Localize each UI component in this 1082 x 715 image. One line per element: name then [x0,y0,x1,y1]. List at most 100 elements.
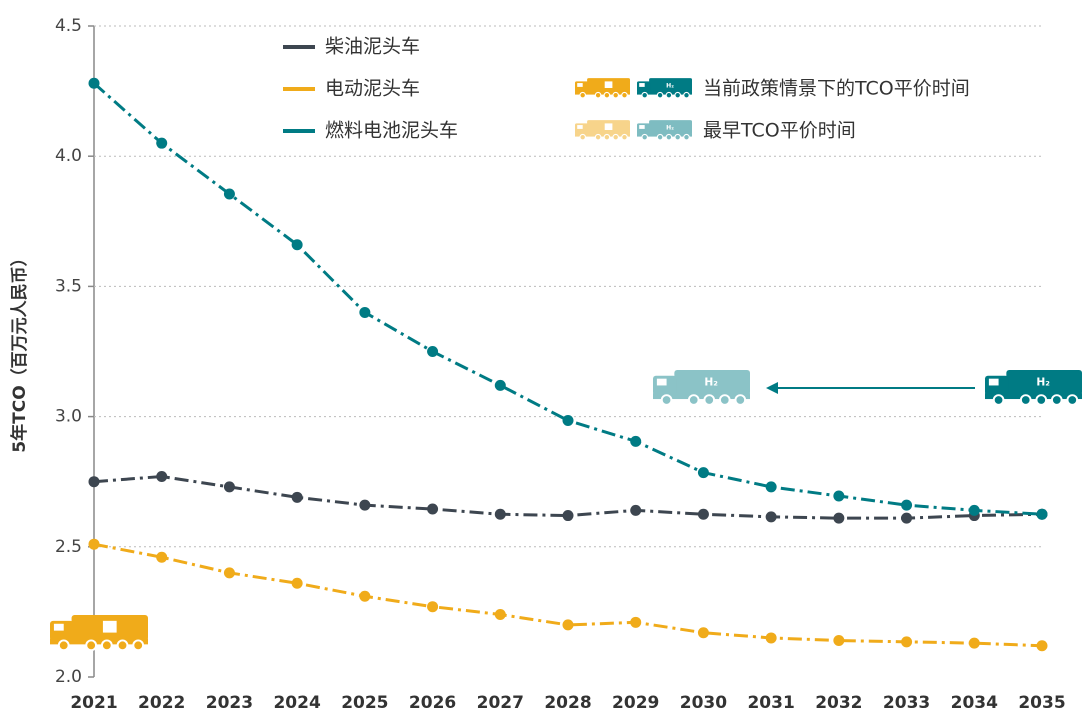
data-point [765,632,777,644]
legend-label: 燃料电池泥头车 [325,120,458,142]
series-line [93,82,1043,516]
y-tick-label: 4.5 [55,16,82,36]
data-point [901,512,913,524]
data-point [359,306,371,318]
data-point [494,508,506,520]
truck-wheel [594,133,602,141]
truck-icon [50,614,148,652]
data-point [494,609,506,621]
data-point [697,508,709,520]
x-tick-label: 2026 [409,693,456,713]
data-point [901,499,913,511]
truck-wheel [641,133,649,141]
legend-note: 当前政策情景下的TCO平价时间 [703,78,970,100]
x-tick-label: 2021 [70,693,117,713]
data-point [562,415,574,427]
data-point [1036,508,1048,520]
x-tick-label: 2028 [544,693,591,713]
truck-window [577,125,583,129]
y-tick-label: 4.0 [55,146,82,166]
data-point [88,77,100,89]
y-axis-label: 5年TCO（百万元人民币） [9,249,30,452]
truck-wheel [621,91,628,99]
truck-wheel [718,394,731,406]
truck-wheel [85,639,98,652]
truck-window [53,623,64,631]
truck-wheel [703,394,716,406]
truck-wheel [656,133,664,141]
truck-wheel [603,133,611,141]
truck-h2: H₂ [704,376,718,389]
truck-icon: H₂ [637,78,692,99]
truck-battery [604,81,613,88]
data-point [833,490,845,502]
truck-chassis [575,91,630,95]
data-point [697,467,709,479]
truck-wheel [579,133,587,141]
truck-chassis [637,133,692,137]
y-tick-label: 3.0 [55,407,82,427]
truck-body [674,369,750,396]
data-point [156,470,168,482]
truck-wheel [579,91,587,99]
truck-battery [604,123,613,130]
data-point [223,481,235,493]
truck-window [988,378,999,386]
data-point [291,239,303,251]
truck-icon [575,120,630,141]
data-point [427,601,439,613]
legend-label: 电动泥头车 [325,78,420,100]
data-point [88,538,100,550]
truck-h2: H₂ [1036,376,1050,389]
data-point [427,346,439,357]
x-tick-label: 2031 [747,693,794,713]
truck-wheel [612,91,620,99]
truck-icon: H₂ [637,120,692,141]
truck-wheel [612,133,620,141]
truck-wheel [734,394,747,406]
y-tick-label: 2.0 [55,667,82,687]
truck-h2: H₂ [666,124,674,131]
truck-wheel [683,91,690,99]
truck-wheel [674,133,682,141]
data-point [968,637,980,649]
truck-wheel [132,639,145,652]
data-point [494,379,506,391]
truck-icon: H₂ [985,369,1082,406]
data-point [765,481,777,493]
truck-wheel [687,394,700,406]
data-point [901,636,913,648]
truck-wheel [992,394,1005,406]
data-point [562,619,574,631]
truck-icon [575,78,630,99]
data-point [562,510,574,522]
data-point [291,491,303,503]
y-tick-label: 2.5 [55,537,82,557]
truck-window [639,83,645,87]
data-point [630,616,642,628]
truck-wheel [1066,394,1079,406]
arrow-head [766,382,778,394]
data-point [765,511,777,523]
truck-wheel [683,133,690,141]
truck-window [577,83,583,87]
truck-icon: H₂ [653,369,750,406]
x-tick-label: 2025 [341,693,388,713]
x-tick-label: 2030 [680,693,727,713]
x-tick-label: 2027 [477,693,524,713]
truck-body [649,78,692,93]
truck-wheel [594,91,602,99]
truck-chassis [653,393,750,400]
data-point [968,504,980,516]
data-point [359,499,371,511]
truck-window [656,378,667,386]
data-point [630,504,642,516]
truck-body [1006,369,1082,396]
data-point [223,567,235,579]
data-point [833,635,845,647]
truck-wheel [665,91,673,99]
series-line [93,474,1043,520]
x-tick-label: 2029 [612,693,659,713]
data-point [156,551,168,563]
